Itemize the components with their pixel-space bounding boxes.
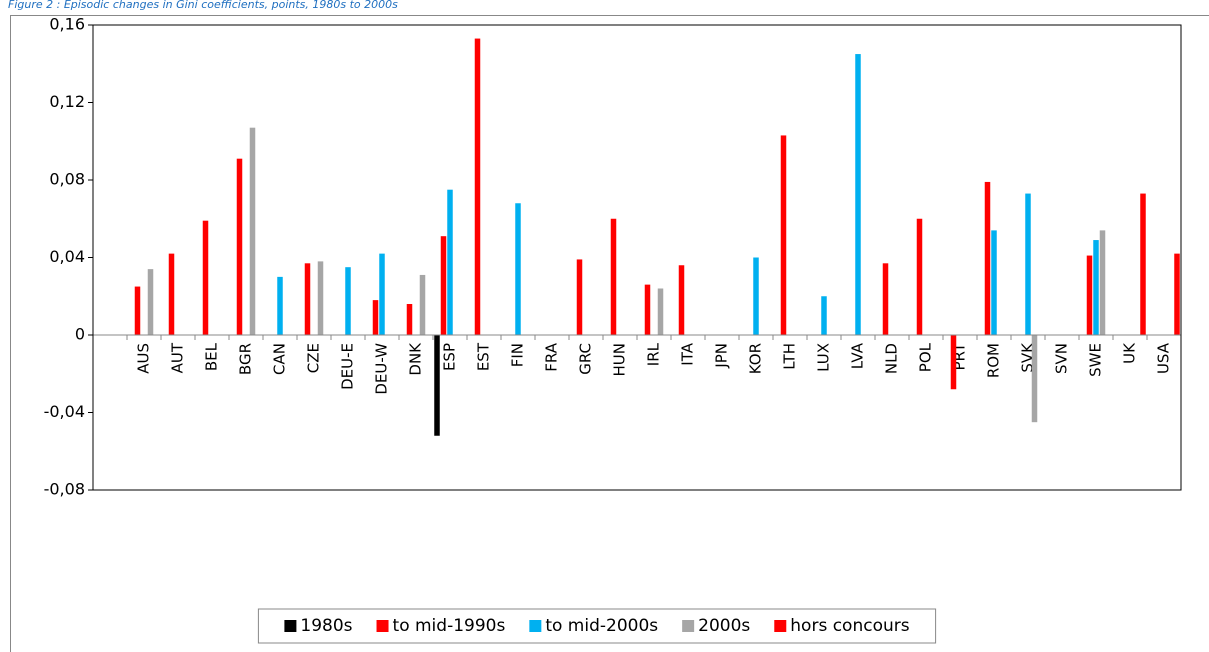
bar <box>984 181 991 335</box>
x-tick-label: EST <box>475 342 493 371</box>
bar <box>1140 193 1146 335</box>
x-tick-label: ITA <box>679 342 697 365</box>
x-tick-label: JPN <box>713 343 731 369</box>
bar <box>1031 335 1038 423</box>
bar <box>379 253 385 335</box>
bar <box>515 203 521 335</box>
bar <box>991 230 997 335</box>
bar <box>1025 193 1031 335</box>
bar <box>236 158 243 335</box>
x-tick-label: LVA <box>849 342 867 369</box>
bar <box>855 54 861 335</box>
x-tick-label: AUS <box>135 343 153 374</box>
bar <box>434 335 440 436</box>
legend-swatch <box>774 620 787 632</box>
legend-swatch <box>376 620 389 632</box>
bar <box>821 296 827 335</box>
plot-frame <box>92 24 1182 491</box>
bar <box>644 284 651 335</box>
bar <box>576 259 583 335</box>
bar <box>1093 240 1099 335</box>
y-tick-label: 0,08 <box>49 170 85 189</box>
bar <box>753 257 759 335</box>
x-tick-label: DEU-E <box>339 343 357 390</box>
legend-box <box>257 608 937 644</box>
bar <box>657 288 664 335</box>
bar <box>916 218 923 335</box>
bar <box>419 274 426 335</box>
bar <box>1174 253 1180 335</box>
y-tick-label: 0,04 <box>49 247 85 266</box>
legend-label: hors concours <box>790 616 909 636</box>
x-tick-label: BGR <box>237 343 255 375</box>
legend-label: to mid-2000s <box>545 616 658 636</box>
x-tick-label: USA <box>1155 342 1173 374</box>
x-tick-label: AUT <box>169 342 187 373</box>
bar <box>474 38 481 335</box>
x-tick-label: ESP <box>441 343 459 371</box>
x-tick-label: IRL <box>645 342 663 366</box>
x-tick-label: KOR <box>747 343 765 374</box>
bar <box>610 218 617 335</box>
bar <box>1086 255 1093 335</box>
x-tick-label: HUN <box>611 343 629 376</box>
bar <box>440 236 447 335</box>
x-tick-label: LUX <box>815 343 833 372</box>
bar <box>249 127 256 335</box>
legend-label: to mid-1990s <box>393 616 506 636</box>
bar <box>447 189 453 335</box>
y-tick-label: 0,12 <box>49 92 85 111</box>
bar <box>882 263 889 335</box>
bar <box>277 276 283 335</box>
y-tick-label: -0,04 <box>44 402 85 421</box>
legend-swatch <box>284 620 297 632</box>
y-tick-label: -0,08 <box>44 480 85 499</box>
legend: 1980s to mid-1990s to mid-2000s 2000s hors c… <box>257 608 937 644</box>
bar <box>678 265 685 335</box>
bar <box>168 253 175 335</box>
bar <box>304 263 311 335</box>
legend-swatch <box>529 620 542 632</box>
x-tick-label: SWE <box>1087 343 1105 377</box>
x-tick-label: DEU-W <box>373 343 391 395</box>
legend-label: 1980s <box>300 616 352 636</box>
bar <box>147 269 154 335</box>
x-tick-label: BEL <box>203 342 221 371</box>
bar <box>134 286 141 335</box>
bar <box>202 220 209 335</box>
legend-swatch <box>682 620 695 632</box>
x-tick-label: SVN <box>1053 343 1071 374</box>
bar <box>1099 230 1106 335</box>
x-tick-label: NLD <box>883 343 901 374</box>
chart-title: Figure 2 : Episodic changes in Gini coef… <box>8 0 398 11</box>
bar <box>406 304 413 335</box>
bar <box>345 267 351 335</box>
bar <box>372 300 379 335</box>
bar <box>780 135 787 335</box>
x-tick-label: DNK <box>407 342 425 376</box>
x-tick-label: CAN <box>271 343 289 375</box>
x-tick-label: FIN <box>509 343 527 367</box>
x-tick-label: UK <box>1121 342 1139 364</box>
x-tick-label: FRA <box>543 342 561 371</box>
legend-label: 2000s <box>698 616 750 636</box>
y-tick-label: 0,16 <box>49 15 85 34</box>
bar <box>317 261 324 335</box>
bar <box>950 335 957 390</box>
x-tick-label: ROM <box>985 343 1003 378</box>
x-tick-label: GRC <box>577 343 595 375</box>
x-tick-label: CZE <box>305 343 323 373</box>
x-tick-label: LTH <box>781 343 799 370</box>
y-tick-label: 0 <box>75 325 85 344</box>
x-tick-label: POL <box>917 342 935 372</box>
